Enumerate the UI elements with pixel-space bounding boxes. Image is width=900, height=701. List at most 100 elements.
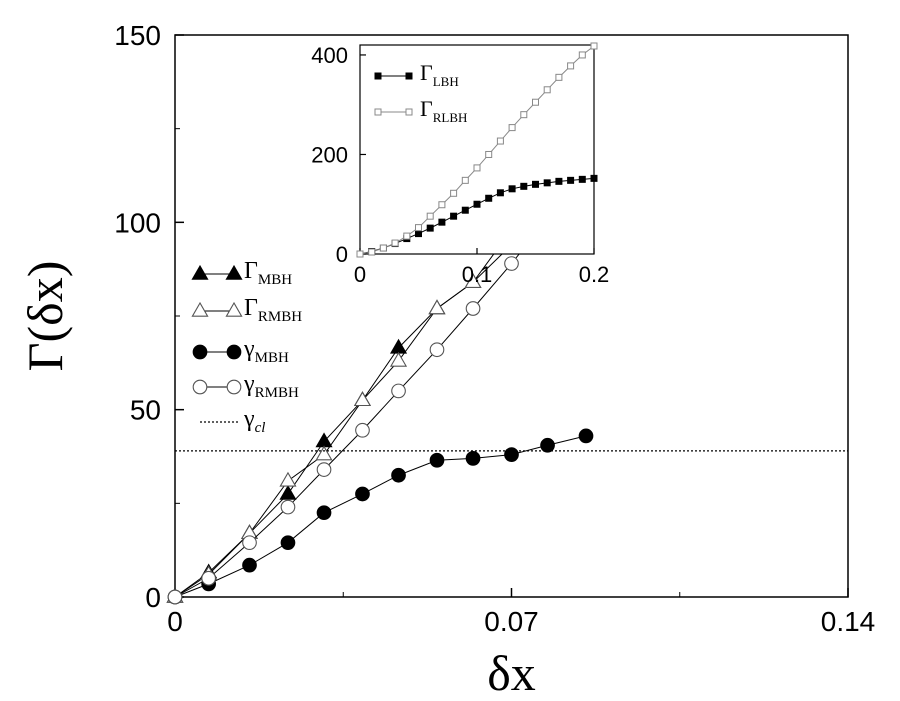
data-point (201, 570, 216, 586)
legend-marker (225, 264, 243, 280)
data-point (279, 484, 297, 500)
inset-data-point (578, 175, 586, 183)
data-point (353, 391, 372, 407)
inset-legend-marker (374, 72, 382, 80)
inset-data-point (543, 86, 551, 94)
x-tick-label: 0.07 (484, 606, 539, 637)
inset-data-point (450, 189, 458, 197)
data-point (391, 467, 406, 483)
inset-data-point (356, 250, 364, 258)
inset-legend-marker (405, 108, 413, 116)
data-point (316, 505, 332, 521)
y-tick-label: 0 (145, 582, 161, 613)
legend-marker (191, 301, 209, 317)
inset-data-point (438, 218, 446, 226)
legend-label: γMBH (243, 336, 289, 366)
legend-marker (192, 344, 208, 360)
x-tick-label: 0 (167, 606, 183, 637)
inset-legend-label: ΓLBH (420, 60, 459, 89)
inset-data-point (590, 42, 598, 50)
legend-marker (226, 344, 242, 360)
inset-data-point (555, 177, 563, 185)
inset-data-point (473, 164, 481, 172)
legend-marker (191, 264, 209, 280)
inset-data-point (578, 51, 586, 59)
inset-data-point (508, 124, 516, 132)
data-point (540, 437, 555, 453)
inset-x-tick-label: 0.1 (462, 262, 493, 287)
data-point (429, 452, 445, 468)
inset-legend: ΓLBH ΓRLBH (374, 60, 467, 125)
legend-label: γcl (243, 406, 265, 436)
inset-series-1 (356, 42, 598, 258)
x-axis-title: δx (487, 645, 536, 701)
inset-data-point (555, 73, 563, 81)
inset-data-point (567, 62, 575, 70)
inset-data-point (450, 212, 458, 220)
legend-marker (226, 379, 242, 395)
data-point (578, 428, 594, 444)
data-point (464, 273, 482, 289)
y-tick-label: 150 (114, 20, 161, 51)
inset-plot: 0 0.1 0.2 0 200 400 ΓLBH ΓRLBH (311, 42, 610, 287)
inset-y-tick-label: 400 (311, 43, 348, 68)
main-plot: 0 0.07 0.14 0 50 100 150 δx Γ(δx) ΓMBH ΓRMBH γMBH γR… (17, 20, 875, 701)
data-point (355, 486, 370, 502)
inset-data-point (461, 176, 469, 184)
inset-data-point (368, 248, 376, 256)
inset-legend-marker (374, 108, 382, 116)
legend-label: ΓMBH (244, 258, 292, 288)
inset-data-point (415, 230, 422, 238)
inset-data-point (543, 179, 551, 187)
data-point (315, 445, 333, 461)
inset-y-tick-label: 0 (336, 242, 348, 267)
inset-y-tick-label: 200 (311, 142, 348, 167)
inset-data-point (532, 180, 539, 188)
inset-data-point (520, 182, 528, 190)
series-line (174, 435, 587, 598)
data-point (389, 351, 408, 367)
legend: ΓMBH ΓRMBH γMBH γRMBH γcl (191, 258, 302, 436)
y-tick-label: 50 (130, 395, 161, 426)
data-point (504, 447, 519, 462)
legend-marker (225, 301, 243, 317)
x-tick-label: 0.14 (821, 606, 876, 637)
inset-data-point (461, 206, 469, 214)
inset-data-point (520, 111, 528, 119)
data-point (279, 471, 297, 487)
y-axis-title: Γ(δx) (17, 261, 73, 372)
inset-data-point (485, 194, 493, 202)
data-point (428, 299, 446, 315)
data-point (465, 451, 481, 466)
data-point (316, 462, 332, 477)
data-point (280, 499, 296, 515)
inset-data-point (485, 150, 493, 158)
inset-legend-marker (405, 72, 413, 80)
data-point (504, 256, 519, 271)
inset-data-point (415, 224, 422, 232)
y-tick-label: 100 (114, 207, 161, 238)
data-point (242, 557, 257, 573)
inset-x-tick-label: 0 (354, 262, 366, 287)
inset-data-point (567, 176, 575, 184)
data-point (355, 422, 370, 438)
legend-label: ΓRMBH (244, 295, 302, 325)
inset-data-point (426, 212, 434, 220)
inset-data-point (496, 137, 504, 145)
inset-frame (359, 44, 595, 255)
data-point (391, 383, 406, 399)
data-point (167, 589, 183, 605)
legend-marker (192, 379, 208, 395)
data-point (465, 301, 481, 316)
data-point (242, 535, 257, 551)
inset-legend-label: ΓRLBH (420, 96, 467, 125)
inset-data-point (532, 98, 539, 106)
legend-label: γRMBH (243, 371, 299, 401)
series-3 (167, 162, 594, 605)
series-line (174, 169, 587, 598)
inset-data-point (508, 185, 516, 193)
inset-data-point (438, 201, 446, 209)
inset-data-point (473, 200, 481, 208)
inset-x-tick-label: 0.2 (579, 262, 610, 287)
